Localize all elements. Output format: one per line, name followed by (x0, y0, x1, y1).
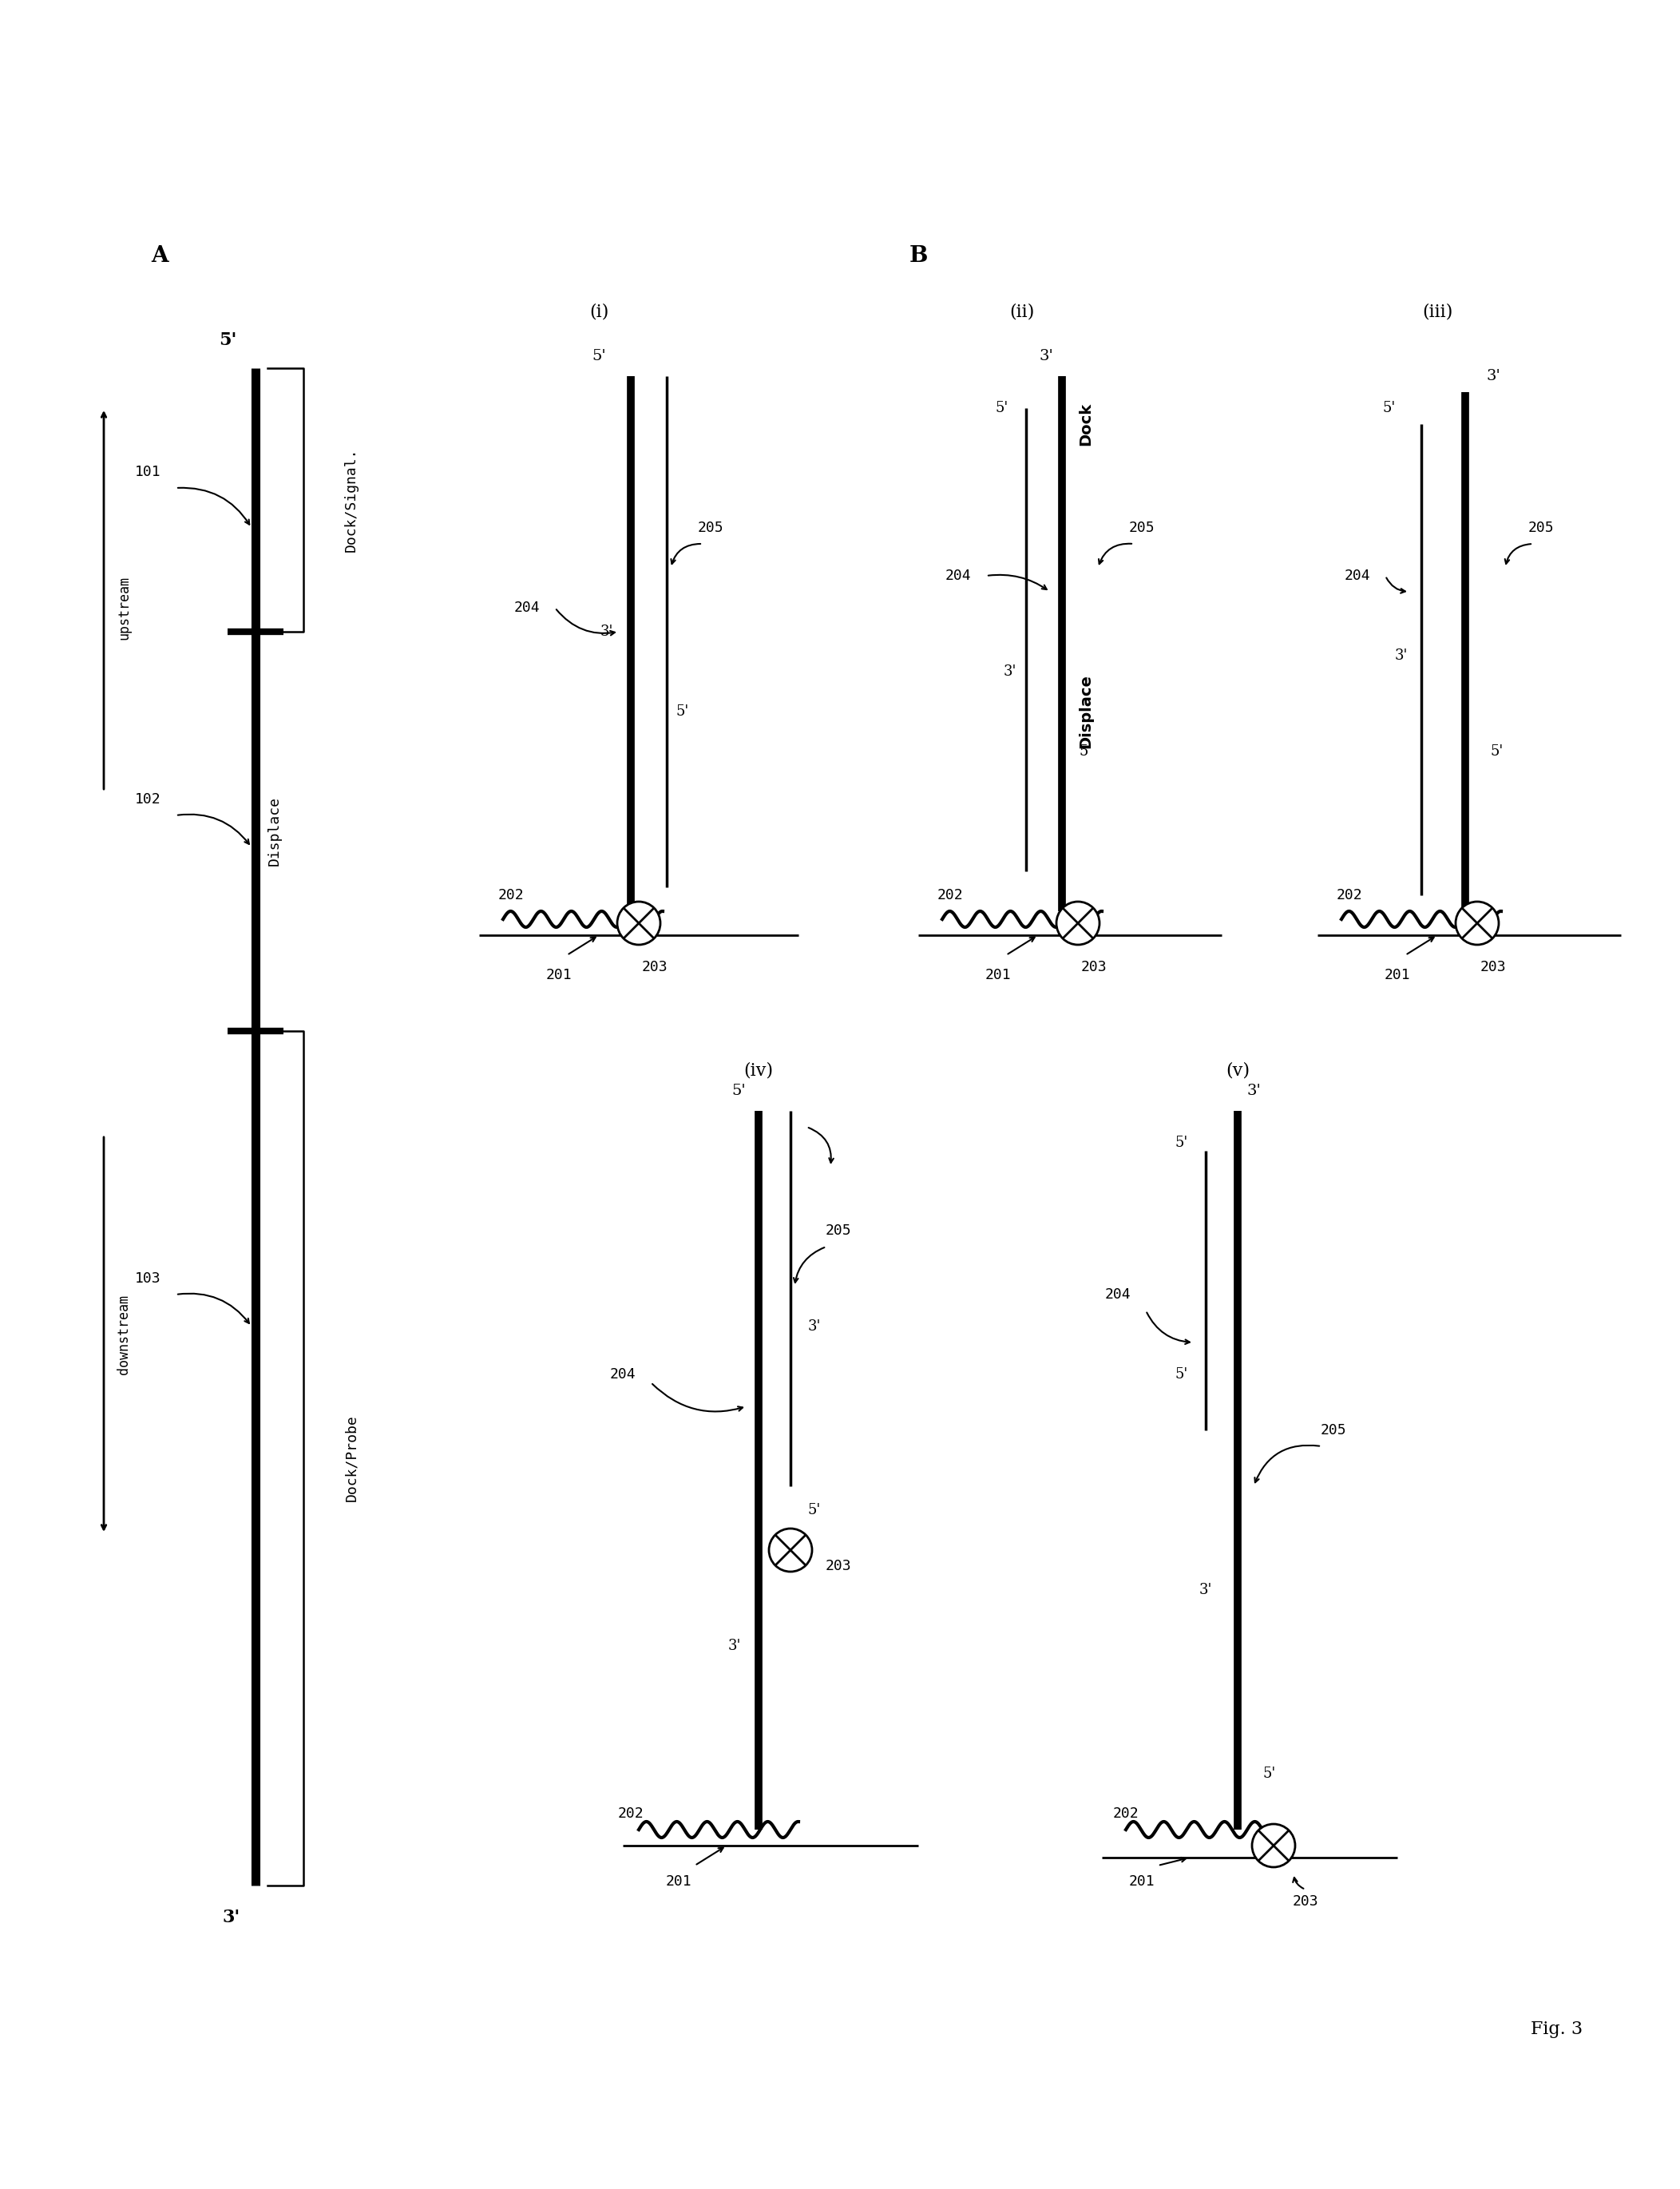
Text: 5': 5' (1176, 1368, 1188, 1381)
Text: 3': 3' (1038, 348, 1053, 363)
Text: 5': 5' (996, 401, 1008, 416)
Text: 3': 3' (223, 1909, 240, 1926)
Text: 3': 3' (1247, 1084, 1260, 1099)
Text: 5': 5' (1263, 1767, 1277, 1782)
Text: 202: 202 (937, 889, 963, 902)
Text: Dock/Signal.: Dock/Signal. (344, 449, 358, 552)
Text: 3': 3' (727, 1640, 741, 1653)
Text: (iii): (iii) (1421, 304, 1453, 322)
Text: 203: 203 (1080, 961, 1107, 974)
Text: 201: 201 (1129, 1874, 1154, 1889)
Circle shape (769, 1528, 811, 1572)
Text: 5': 5' (1383, 401, 1396, 416)
Text: 5': 5' (1080, 744, 1092, 760)
Circle shape (1057, 902, 1099, 946)
Text: 102: 102 (134, 792, 161, 806)
Text: B: B (909, 245, 927, 267)
Text: 3': 3' (1200, 1583, 1213, 1598)
Text: 205: 205 (1320, 1423, 1346, 1438)
Text: 205: 205 (1529, 521, 1554, 534)
Text: 5': 5' (1176, 1136, 1188, 1149)
Text: 203: 203 (1292, 1893, 1319, 1909)
Text: Dock: Dock (1079, 403, 1094, 447)
Text: 5': 5' (731, 1084, 746, 1099)
Circle shape (617, 902, 660, 946)
Text: 204: 204 (610, 1368, 635, 1381)
Text: Displace: Displace (1079, 674, 1094, 749)
Text: 201: 201 (984, 968, 1011, 983)
Text: 204: 204 (946, 569, 971, 582)
Text: 202: 202 (1112, 1806, 1139, 1821)
Text: 5': 5' (1490, 744, 1504, 760)
Text: 201: 201 (665, 1874, 692, 1889)
Text: 5': 5' (218, 331, 237, 348)
Text: 202: 202 (1336, 889, 1362, 902)
Text: 101: 101 (134, 464, 161, 479)
Text: 205: 205 (1129, 521, 1154, 534)
Text: Displace: Displace (267, 797, 282, 867)
Text: 205: 205 (697, 521, 724, 534)
Text: 201: 201 (1384, 968, 1411, 983)
Text: 3': 3' (1394, 648, 1408, 663)
Text: 5': 5' (591, 348, 606, 363)
Circle shape (1252, 1823, 1295, 1867)
Text: 3': 3' (1003, 665, 1016, 679)
Text: (iv): (iv) (744, 1062, 773, 1079)
Text: 204: 204 (1105, 1287, 1131, 1302)
Text: 204: 204 (514, 600, 539, 615)
Text: 5': 5' (808, 1504, 822, 1517)
Text: (v): (v) (1226, 1062, 1250, 1079)
Text: 202: 202 (497, 889, 524, 902)
Text: 3': 3' (808, 1320, 822, 1333)
Text: 103: 103 (134, 1272, 161, 1285)
Text: 203: 203 (825, 1559, 852, 1574)
Text: 203: 203 (642, 961, 667, 974)
Text: 5': 5' (677, 705, 689, 718)
Text: Dock/Probe: Dock/Probe (344, 1414, 358, 1502)
Text: downstream: downstream (116, 1294, 131, 1375)
Text: 204: 204 (1344, 569, 1371, 582)
Text: (ii): (ii) (1010, 304, 1035, 322)
Text: A: A (151, 245, 168, 267)
Text: upstream: upstream (116, 576, 131, 639)
Circle shape (1455, 902, 1499, 946)
Text: (i): (i) (590, 304, 608, 322)
Text: 3': 3' (1487, 370, 1500, 383)
Text: 201: 201 (546, 968, 571, 983)
Text: 3': 3' (600, 624, 613, 639)
Text: 203: 203 (1480, 961, 1507, 974)
Text: Fig. 3: Fig. 3 (1530, 2020, 1583, 2038)
Text: 205: 205 (825, 1224, 852, 1237)
Text: 202: 202 (618, 1806, 643, 1821)
